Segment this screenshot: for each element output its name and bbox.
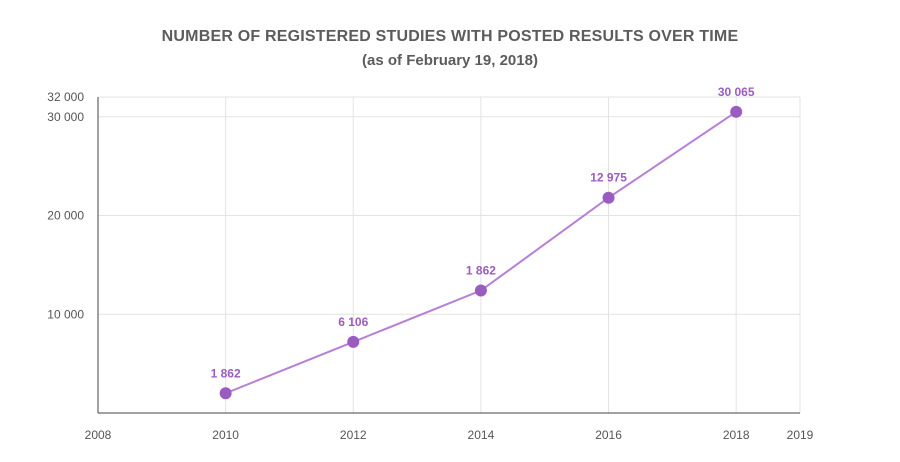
data-label: 30 065 <box>718 85 755 99</box>
x-tick-label: 2016 <box>595 428 622 442</box>
data-point <box>474 284 487 297</box>
y-tick-label: 32 000 <box>47 90 84 104</box>
data-label: 6 106 <box>338 315 368 329</box>
data-point <box>602 191 615 204</box>
x-tick-label: 2012 <box>340 428 367 442</box>
chart-title: NUMBER OF REGISTERED STUDIES WITH POSTED… <box>161 28 739 45</box>
data-label: 1 862 <box>211 366 241 380</box>
chart-subtitle: (as of February 19, 2018) <box>362 52 538 69</box>
y-tick-label: 20 000 <box>47 209 84 223</box>
x-tick-label: 2010 <box>212 428 239 442</box>
data-label: 1 862 <box>466 264 496 278</box>
x-tick-label: 2008 <box>85 428 112 442</box>
data-point <box>219 387 232 400</box>
y-tick-label: 10 000 <box>47 307 84 321</box>
data-point <box>730 105 743 118</box>
x-tick-label: 2014 <box>468 428 495 442</box>
data-point <box>347 335 360 348</box>
data-label: 12 975 <box>590 171 627 185</box>
x-tick-label: 2018 <box>723 428 750 442</box>
y-tick-label: 30 000 <box>47 110 84 124</box>
x-tick-label: 2019 <box>787 428 814 442</box>
